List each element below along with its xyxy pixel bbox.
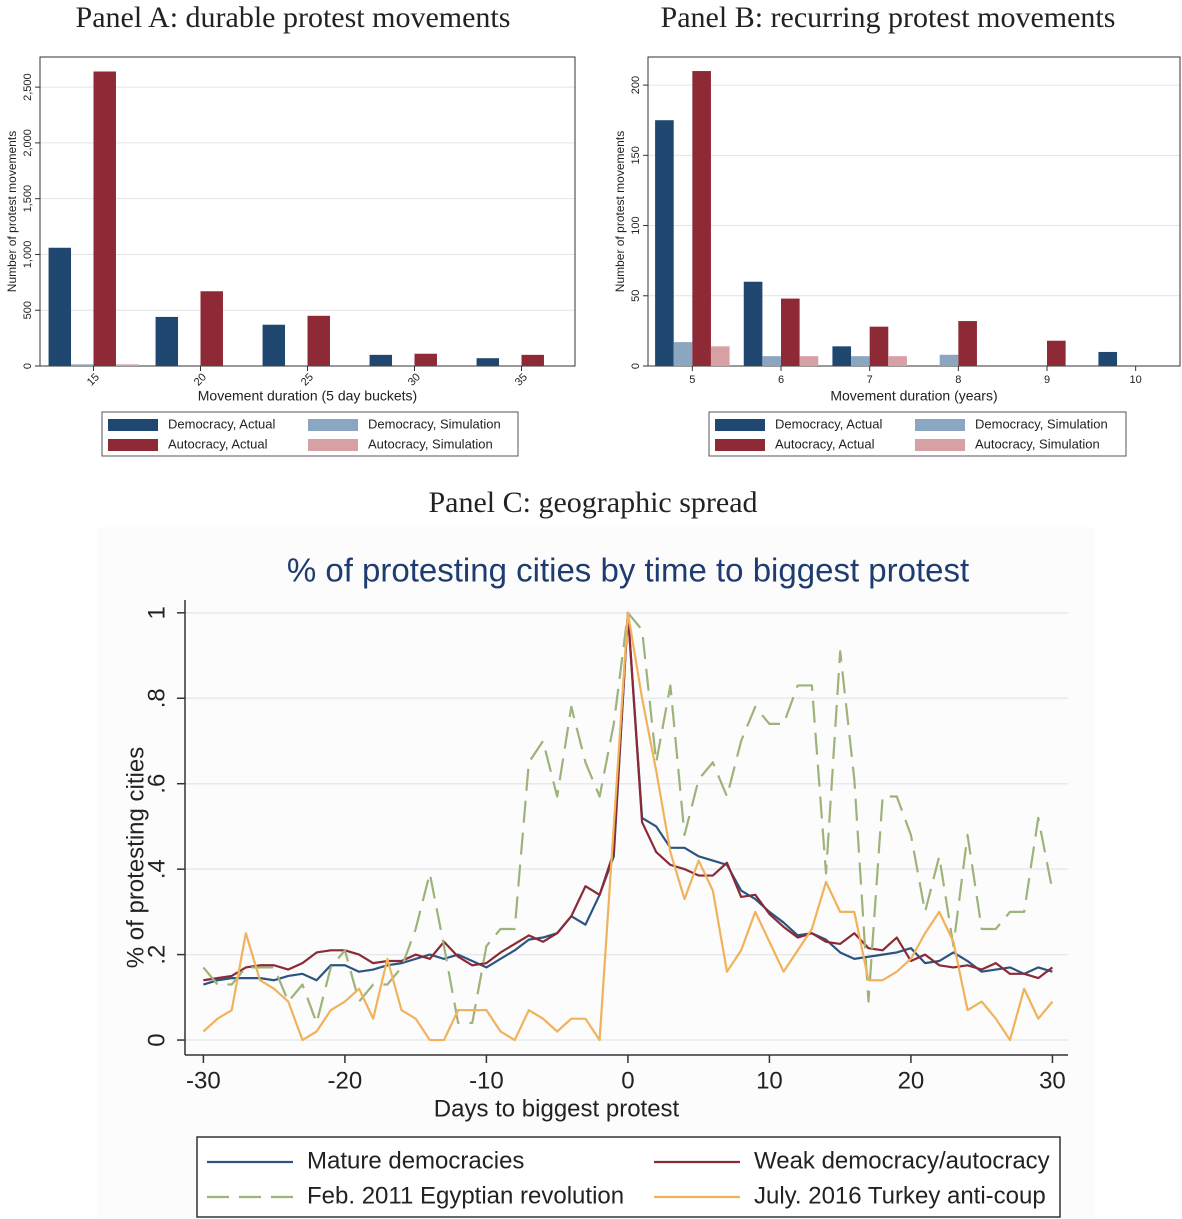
bar — [655, 120, 674, 366]
x-tick-label: 9 — [1044, 374, 1050, 386]
x-tick-label: 30 — [406, 371, 423, 388]
legend-label: Autocracy, Actual — [168, 436, 268, 451]
bar — [155, 316, 179, 366]
bar — [48, 247, 72, 366]
y-tick-label: 500 — [22, 301, 34, 319]
bar — [958, 321, 977, 366]
x-axis-label: Movement duration (5 day buckets) — [198, 388, 417, 404]
bar — [673, 342, 693, 366]
legend-swatch — [915, 419, 965, 431]
y-tick-label: 200 — [630, 76, 642, 94]
x-tick-label: 7 — [867, 374, 873, 386]
bar — [1098, 351, 1118, 366]
y-tick-label: 2,500 — [22, 73, 34, 101]
y-tick-label: 1,000 — [22, 241, 34, 269]
panel-title: Panel B: recurring protest movements — [661, 1, 1116, 34]
panel-title: Panel C: geographic spread — [428, 486, 757, 519]
y-tick-label: 150 — [630, 146, 642, 164]
legend-label: Mature democracies — [307, 1147, 524, 1174]
legend-label: Feb. 2011 Egyptian revolution — [307, 1182, 624, 1209]
bar — [851, 356, 870, 366]
bar — [762, 356, 781, 366]
y-tick-label: 1,500 — [22, 185, 34, 213]
bar — [521, 354, 544, 366]
legend-swatch — [108, 419, 158, 431]
y-tick-label: 0 — [143, 1033, 170, 1046]
bar — [710, 346, 730, 366]
chart-title: % of protesting cities by time to bigges… — [287, 552, 969, 589]
x-tick-label: 5 — [689, 374, 695, 386]
legend-swatch — [308, 439, 358, 451]
y-tick-label: .6 — [143, 774, 170, 794]
y-tick-label: 1 — [143, 606, 170, 619]
x-tick-label: 10 — [1130, 374, 1142, 386]
bar — [869, 326, 889, 366]
legend-label: Democracy, Actual — [775, 416, 883, 431]
legend-box — [196, 1136, 1061, 1218]
y-axis-label: % of protesting cities — [122, 747, 149, 968]
x-tick-label: -30 — [186, 1067, 221, 1094]
bar — [307, 315, 330, 366]
legend-swatch — [308, 419, 358, 431]
x-tick-label: 20 — [192, 371, 209, 388]
bar — [369, 354, 393, 366]
legend-swatch — [715, 439, 765, 451]
bar — [71, 364, 94, 366]
bar — [799, 356, 819, 366]
legend-label: Democracy, Simulation — [975, 416, 1108, 431]
panel-title: Panel A: durable protest movements — [76, 1, 511, 34]
bar — [93, 71, 116, 367]
legend-swatch — [715, 419, 765, 431]
bar — [115, 364, 139, 366]
bar — [262, 324, 286, 366]
bar — [1047, 340, 1066, 366]
x-tick-label: -10 — [469, 1067, 504, 1094]
series-line — [202, 611, 1054, 1042]
bar — [743, 281, 763, 366]
y-tick-label: .8 — [143, 688, 170, 708]
bar — [414, 353, 437, 366]
y-tick-label: 0 — [630, 363, 642, 369]
legend-swatch — [915, 439, 965, 451]
y-axis-label: Number of protest movements — [5, 131, 19, 292]
x-axis-label: Movement duration (years) — [830, 388, 997, 404]
x-tick-label: 6 — [778, 374, 784, 386]
bar — [888, 356, 907, 366]
x-tick-label: 0 — [621, 1067, 634, 1094]
plot-frame — [647, 56, 1181, 367]
legend-label: Weak democracy/autocracy — [754, 1147, 1050, 1174]
y-axis-label: Number of protest movements — [613, 131, 627, 292]
legend-label: Autocracy, Simulation — [975, 436, 1100, 451]
legend-label: Autocracy, Actual — [775, 436, 875, 451]
x-tick-label: 20 — [898, 1067, 925, 1094]
x-tick-label: 15 — [85, 371, 102, 388]
legend-label: Democracy, Actual — [168, 416, 276, 431]
y-tick-label: .2 — [143, 945, 170, 965]
legend-label: Autocracy, Simulation — [368, 436, 493, 451]
x-tick-label: 8 — [955, 374, 961, 386]
x-tick-label: -20 — [328, 1067, 363, 1094]
bar — [832, 346, 852, 366]
bar — [476, 358, 500, 366]
bar — [200, 291, 223, 366]
y-tick-label: 0 — [22, 363, 34, 369]
y-tick-label: 100 — [630, 216, 642, 234]
y-tick-label: 2,000 — [22, 129, 34, 157]
x-tick-label: 25 — [299, 371, 316, 388]
x-tick-label: 10 — [756, 1067, 783, 1094]
x-tick-label: 35 — [513, 371, 530, 388]
panel-c-background — [97, 527, 1095, 1219]
bar — [939, 354, 959, 366]
legend-label: July. 2016 Turkey anti-coup — [754, 1182, 1046, 1209]
bar — [781, 298, 800, 366]
legend-swatch — [108, 439, 158, 451]
y-tick-label: 50 — [630, 290, 642, 302]
legend-label: Democracy, Simulation — [368, 416, 501, 431]
y-tick-label: .4 — [143, 859, 170, 879]
bar — [692, 71, 711, 366]
x-axis-label: Days to biggest protest — [434, 1095, 680, 1122]
x-tick-label: 30 — [1039, 1067, 1066, 1094]
